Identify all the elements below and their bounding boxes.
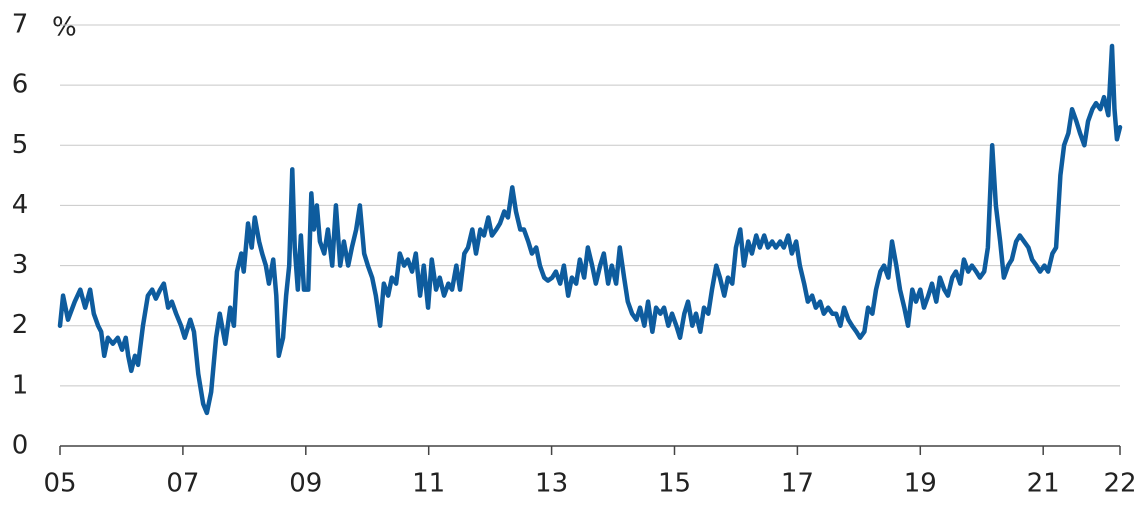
x-tick-label: 15 bbox=[658, 469, 691, 499]
data-line bbox=[57, 43, 1123, 416]
y-tick-label: 7 bbox=[12, 10, 29, 40]
x-tick-label: 21 bbox=[1027, 469, 1060, 499]
y-tick-label: 5 bbox=[12, 130, 29, 160]
y-tick-label: 2 bbox=[12, 310, 29, 340]
x-tick-label: 09 bbox=[289, 469, 322, 499]
y-tick-label: 0 bbox=[12, 431, 29, 461]
x-tick-label: 19 bbox=[904, 469, 937, 499]
y-tick-label: 1 bbox=[12, 370, 29, 400]
x-tick-label: 05 bbox=[43, 469, 76, 499]
y-tick-label: 6 bbox=[12, 70, 29, 100]
x-tick-label: 22 bbox=[1103, 469, 1136, 499]
x-tick-label: 17 bbox=[781, 469, 814, 499]
y-tick-label: 4 bbox=[12, 190, 29, 220]
y-axis-label: % bbox=[52, 13, 77, 43]
x-tick-label: 13 bbox=[535, 469, 568, 499]
x-tick-label: 11 bbox=[412, 469, 445, 499]
x-tick-label: 07 bbox=[166, 469, 199, 499]
y-tick-label: 3 bbox=[12, 250, 29, 280]
